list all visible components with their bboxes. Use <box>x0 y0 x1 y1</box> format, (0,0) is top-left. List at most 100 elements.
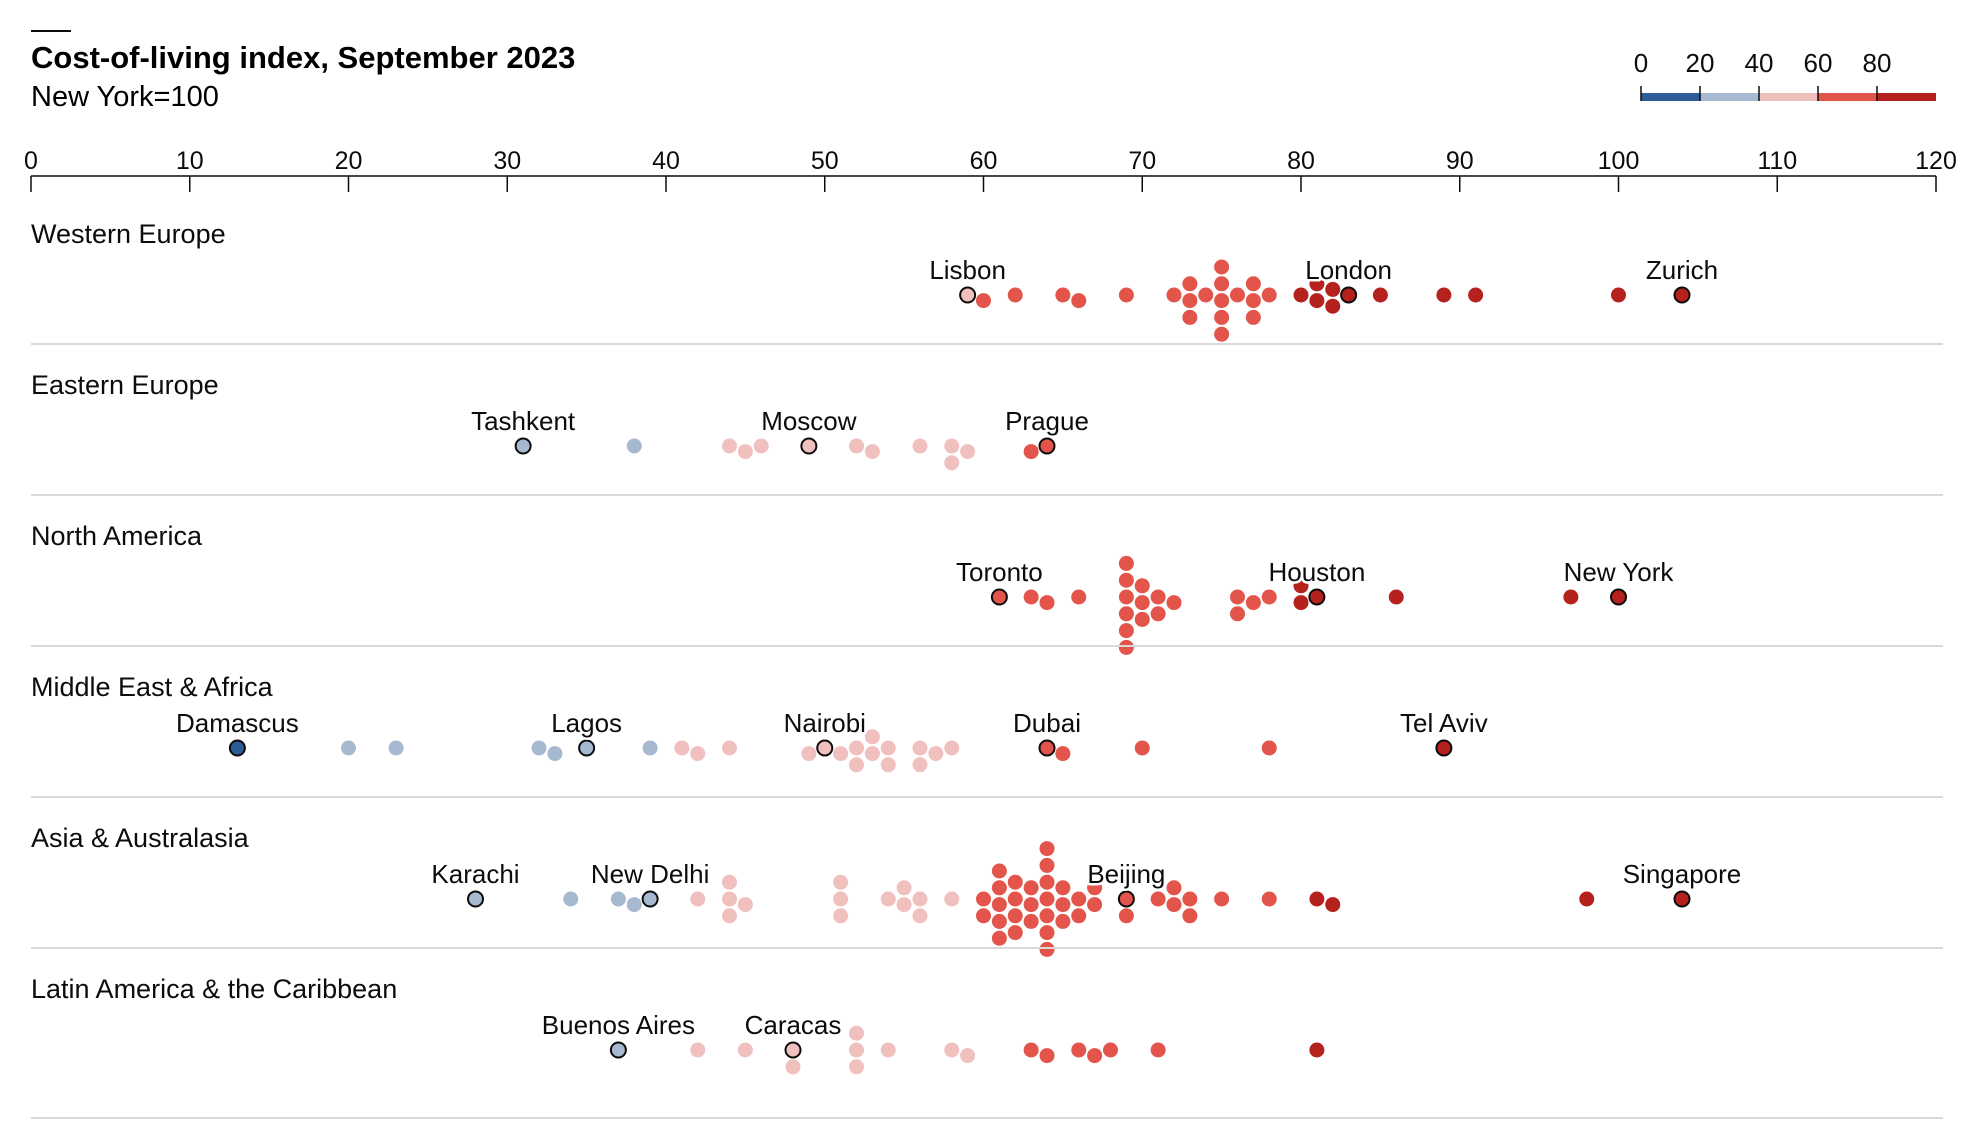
city-point <box>1007 874 1023 890</box>
city-point <box>737 1042 753 1058</box>
city-point <box>1007 287 1023 303</box>
region-label: North America <box>31 521 203 551</box>
city-point <box>1134 595 1150 611</box>
city-point <box>896 880 912 896</box>
city-point <box>976 293 991 309</box>
city-label-new-delhi: New Delhi <box>591 859 710 889</box>
city-point <box>1023 880 1039 896</box>
city-point-new-york <box>1610 588 1627 606</box>
legend-tick-label: 20 <box>1686 48 1715 78</box>
city-point <box>880 757 896 773</box>
city-point-buenos-aires <box>609 1041 627 1059</box>
city-point <box>610 891 626 907</box>
city-point <box>785 1059 801 1075</box>
city-point <box>991 863 1007 879</box>
city-point-new-delhi <box>641 890 659 908</box>
chart-subtitle: New York=100 <box>31 81 219 113</box>
x-tick-label: 120 <box>1915 147 1957 175</box>
city-point <box>1214 891 1230 907</box>
city-point-tashkent <box>514 437 532 455</box>
city-point <box>880 891 896 907</box>
city-point <box>912 908 928 924</box>
city-point <box>722 908 737 924</box>
city-label-moscow: Moscow <box>761 406 857 436</box>
city-point <box>1039 874 1055 890</box>
city-point <box>1055 897 1071 913</box>
legend-tick-label: 0 <box>1634 48 1648 78</box>
city-point <box>849 740 864 756</box>
city-point <box>1071 1042 1087 1058</box>
chart-title: Cost-of-living index, September 2023 <box>31 40 575 75</box>
city-point <box>864 746 880 762</box>
city-point <box>849 1025 864 1041</box>
city-point <box>1118 639 1134 655</box>
city-point <box>1150 1042 1166 1058</box>
city-point <box>1023 1042 1039 1058</box>
city-point-moscow <box>800 437 818 455</box>
city-point <box>1166 880 1182 896</box>
city-point <box>1055 287 1071 303</box>
city-point <box>1039 595 1055 611</box>
legend-tick-label: 80 <box>1863 48 1892 78</box>
city-point <box>912 757 928 773</box>
city-point <box>849 1042 864 1058</box>
city-point <box>928 746 944 762</box>
city-point-toronto <box>990 588 1008 606</box>
city-point <box>1230 606 1245 622</box>
city-point <box>991 930 1007 946</box>
region-middle-east-africa: Middle East & Africa Damascus Lagos Nairobi… <box>31 645 1943 773</box>
city-point-karachi <box>467 890 484 908</box>
city-point <box>1261 891 1277 907</box>
city-point <box>1214 293 1230 309</box>
city-point <box>1023 589 1039 605</box>
city-point <box>1166 897 1182 913</box>
city-label-damascus: Damascus <box>176 708 299 738</box>
city-point <box>1023 897 1039 913</box>
city-point <box>1055 746 1071 762</box>
city-point <box>1214 326 1230 342</box>
x-axis: 0 10 20 30 40 50 60 70 80 90 100 110 120 <box>24 147 1957 192</box>
x-tick-label: 10 <box>176 147 204 175</box>
city-point <box>1118 572 1134 588</box>
city-point <box>388 740 404 756</box>
city-point <box>849 1059 864 1075</box>
city-point <box>960 1048 976 1064</box>
city-point <box>626 897 642 913</box>
region-rows: Western Europe Lisbon London Zurich Eastern … <box>31 219 1943 1075</box>
city-point-beijing <box>1117 890 1135 908</box>
city-label-zurich: Zurich <box>1646 255 1718 285</box>
x-tick-label: 80 <box>1287 147 1315 175</box>
city-point <box>1309 293 1325 309</box>
city-point <box>1087 880 1103 896</box>
city-point-london <box>1340 286 1358 304</box>
city-point-damascus <box>228 739 246 757</box>
city-point <box>1039 891 1055 907</box>
region-label: Western Europe <box>31 219 226 249</box>
city-point <box>1182 276 1198 292</box>
x-tick-label: 60 <box>970 147 998 175</box>
city-label-new-york: New York <box>1564 557 1675 587</box>
city-label-karachi: Karachi <box>431 859 519 889</box>
city-point <box>1071 908 1087 924</box>
city-point <box>849 757 864 773</box>
city-label-caracas: Caracas <box>745 1010 842 1040</box>
city-point <box>1579 891 1595 907</box>
city-point <box>1071 293 1087 309</box>
legend-swatch <box>1759 93 1818 101</box>
city-point <box>864 444 880 460</box>
city-point <box>1166 595 1182 611</box>
city-point <box>1293 595 1309 611</box>
city-point <box>1372 287 1388 303</box>
city-point <box>531 740 547 756</box>
city-point <box>1039 908 1055 924</box>
x-tick-label: 30 <box>493 147 521 175</box>
region-asia-australasia: Asia & Australasia Karachi New Delhi Beijin… <box>31 796 1943 957</box>
city-label-singapore: Singapore <box>1623 859 1742 889</box>
city-point <box>944 455 960 471</box>
city-label-houston: Houston <box>1268 557 1365 587</box>
city-point <box>341 740 356 756</box>
city-point <box>944 438 960 454</box>
city-point <box>737 897 753 913</box>
city-point <box>1023 444 1039 460</box>
